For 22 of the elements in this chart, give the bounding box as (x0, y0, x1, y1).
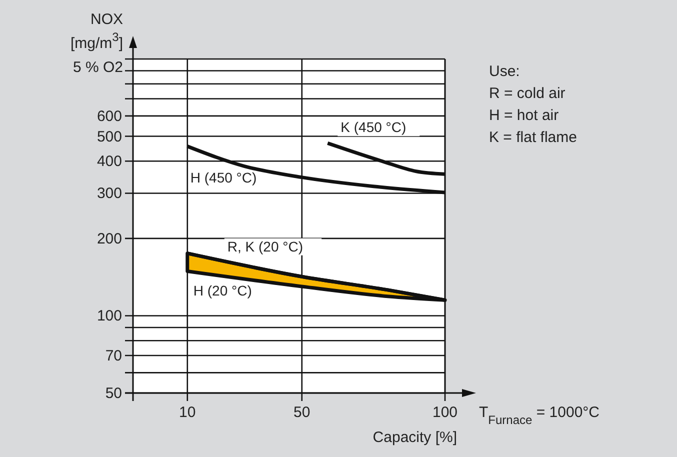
text: T$_{Furnace}$ = 1000°C (479, 404, 600, 427)
y-tick-label: 500 (96, 128, 122, 146)
x-tick-label: 10 (179, 404, 196, 421)
x-tick-label: 50 (294, 404, 310, 421)
y-tick-label: 600 (96, 108, 122, 125)
text: K = flat flame (489, 129, 577, 146)
x-tick-label: 100 (432, 404, 458, 421)
y-tick-label: 50 (105, 385, 122, 402)
text: H = hot air (489, 107, 559, 124)
text: Use: (489, 63, 520, 80)
y-tick-label: 200 (96, 230, 122, 248)
series-label: K (450 °C) (340, 119, 406, 136)
y-axis-title: NOX [mg/m$^{3}$] 5 % O2 (70, 11, 123, 76)
text: R = cold air (489, 85, 566, 102)
y-tick-label: 70 (105, 347, 122, 364)
x-axis-title: Capacity [%] (372, 429, 457, 446)
y-tick-label: 300 (96, 185, 122, 202)
series-label: R, K (20 °C) (227, 238, 304, 254)
annotation: H (20 °C) (193, 282, 252, 298)
y-tick-label: 100 (96, 308, 122, 325)
y-tick-label: 400 (96, 153, 122, 170)
series-label: H (450 °C) (190, 169, 257, 186)
